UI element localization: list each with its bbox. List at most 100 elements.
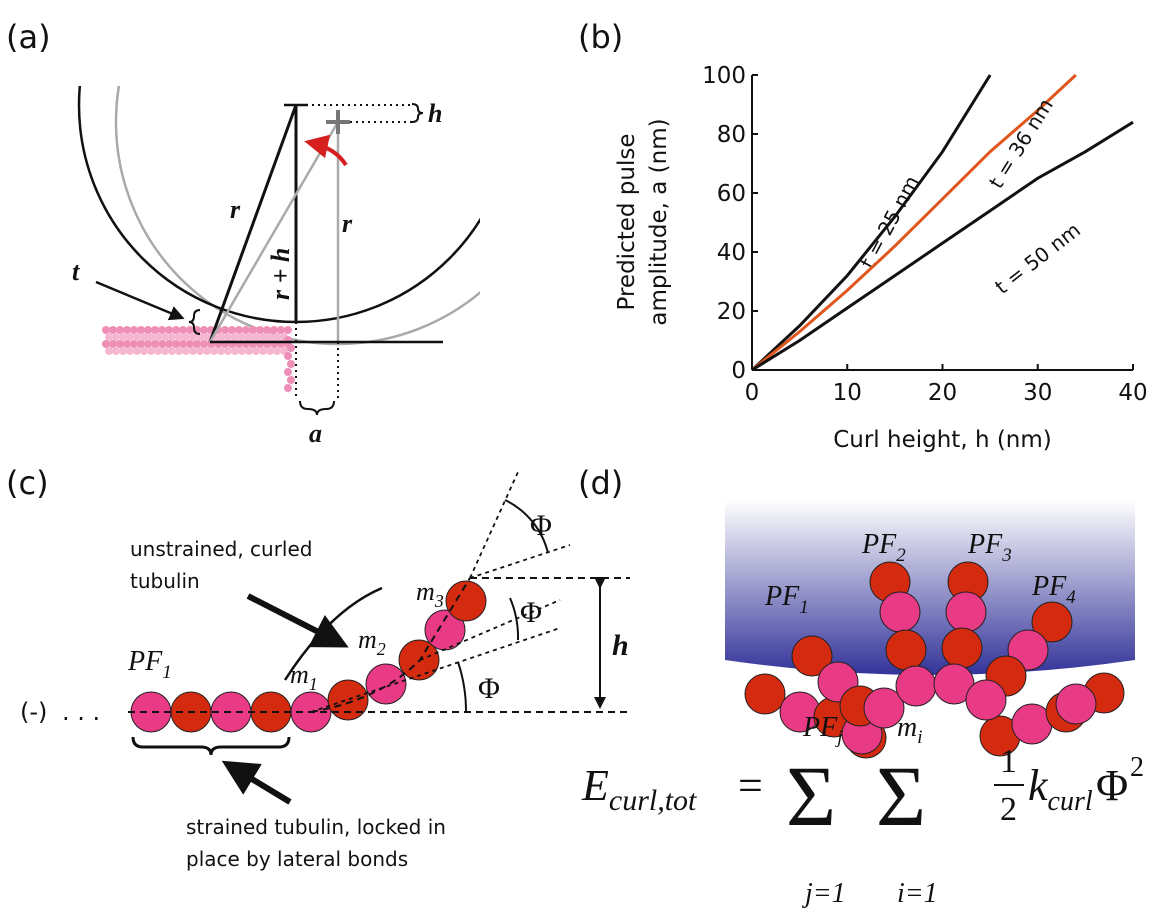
tubulin-dot [203, 347, 211, 355]
m: m [416, 577, 435, 606]
eq-denominator: 2 [1000, 791, 1017, 828]
eq-m: m [897, 712, 917, 743]
monomer-label: m2 [358, 625, 386, 659]
x-tick-label: 40 [1118, 380, 1147, 406]
tubulin [880, 592, 920, 632]
arrow [96, 282, 180, 317]
protofilament-label: PF1 [127, 646, 172, 683]
page: {"panels": { "a": {"label": "(a)", "h": … [0, 0, 1155, 917]
series-label: t = 25 nm [855, 172, 924, 273]
annotation: strained tubulin, locked in [186, 815, 446, 839]
tubulin-dot [252, 333, 260, 341]
tubulin-dot [137, 326, 145, 334]
pf-index: 3 [1001, 545, 1012, 566]
series-label: t = 50 nm [990, 218, 1085, 299]
tubulin [1056, 684, 1096, 724]
angle-label: Φ [478, 672, 500, 705]
tubulin [886, 630, 926, 670]
tubulin-dot [235, 326, 243, 334]
tubulin-dot [189, 333, 197, 341]
tubulin-dot [123, 340, 131, 348]
tubulin-dot [172, 340, 180, 348]
tubulin-dot [112, 333, 120, 341]
x-tick-label: 0 [745, 380, 760, 406]
tubulin [966, 680, 1006, 720]
pf: PF [1031, 571, 1067, 602]
monomer-label: m1 [290, 660, 318, 694]
dashed-line [470, 545, 570, 578]
tubulin [328, 680, 368, 720]
angle-arc [458, 662, 466, 712]
label-r: r [342, 209, 353, 238]
tubulin-dot [221, 326, 229, 334]
angle-label: Φ [520, 596, 542, 629]
eq-k: kcurl [1028, 761, 1093, 817]
tubulin-dot [130, 326, 138, 334]
label-h: h [428, 99, 442, 128]
tubulin-dot [200, 326, 208, 334]
tubulin-dot [231, 333, 239, 341]
tubulin-dot [168, 347, 176, 355]
eq-equals: = [738, 761, 763, 810]
tubulin-dot [196, 347, 204, 355]
y-tick-label: 80 [717, 122, 746, 148]
pf-index: 1 [162, 662, 172, 683]
tubulin-dot [161, 347, 169, 355]
eq-sum: Σ [876, 748, 926, 844]
m: m [358, 625, 377, 654]
tubulin-dot [140, 333, 148, 341]
pf: PF [861, 529, 897, 560]
tubulin-dot [158, 326, 166, 334]
tubulin-dot [179, 340, 187, 348]
tubulin-dot [161, 333, 169, 341]
annotation: place by lateral bonds [186, 847, 408, 871]
tubulin-dot [284, 384, 292, 392]
tubulin [446, 581, 486, 621]
tubulin-dot [242, 326, 250, 334]
tubulin-dot [193, 340, 201, 348]
series-line [752, 122, 1133, 370]
tubulin [745, 674, 785, 714]
tubulin-dot [284, 352, 292, 360]
tubulin-dot [284, 326, 292, 334]
pf: PF [127, 646, 163, 677]
tubulin-dot [266, 333, 274, 341]
label-r: r [230, 195, 241, 224]
tubulin-dot [133, 333, 141, 341]
tubulin-dot [137, 340, 145, 348]
y-tick-label: 20 [717, 299, 746, 325]
y-tick-label: 0 [731, 358, 746, 384]
eq-k-sub: curl [1048, 786, 1093, 817]
m-index: 2 [377, 639, 386, 659]
tubulin-dot [119, 333, 127, 341]
y-tick-label: 100 [702, 63, 746, 89]
tubulin-dot [105, 347, 113, 355]
protofilament-dots [102, 326, 295, 392]
eq-m-sub: i [917, 727, 922, 748]
eq-phi: Φ [1096, 761, 1128, 810]
x-tick-label: 30 [1023, 380, 1052, 406]
tubulin-dot [140, 347, 148, 355]
x-tick-label: 10 [833, 380, 862, 406]
brace [412, 104, 423, 122]
pf: PF [967, 529, 1003, 560]
tubulin-dot [224, 333, 232, 341]
tubulin-dot [182, 347, 190, 355]
tubulin-dot [168, 333, 176, 341]
tubulin-dot [123, 326, 131, 334]
monomer-label: m3 [416, 577, 444, 611]
eq-power: 2 [1130, 752, 1144, 783]
x-tick-label: 20 [928, 380, 957, 406]
panel-label: (d) [578, 464, 623, 502]
tubulin-dot [144, 340, 152, 348]
series-label: t = 36 nm [984, 94, 1058, 193]
brace [300, 401, 334, 415]
tubulin-dot [259, 333, 267, 341]
tubulin-dot [284, 368, 292, 376]
tubulin-dot [273, 347, 281, 355]
tubulin [946, 592, 986, 632]
eq-lower: i=1 [897, 878, 938, 909]
tubulin-dot [116, 326, 124, 334]
tubulin-dot [116, 340, 124, 348]
tubulin-dot [277, 326, 285, 334]
